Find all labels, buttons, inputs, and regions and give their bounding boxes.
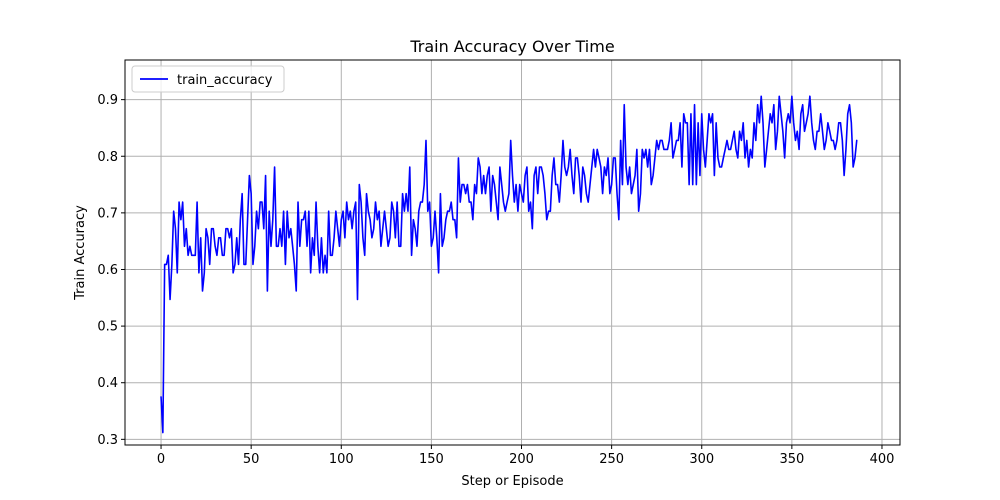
y-axis-label: Train Accuracy [73,205,88,301]
x-tick-label: 150 [419,452,444,467]
series-layer [160,95,858,434]
x-tick-label: 0 [157,452,165,467]
x-tick-label: 300 [689,452,714,467]
plot-frame [124,59,901,446]
series-line-train-accuracy [160,95,858,434]
x-tick-label: 400 [870,452,895,467]
y-tick-label: 0.4 [97,376,118,391]
x-tick-label: 250 [599,452,624,467]
axis-ticks: 0 50 100 150 200 250 300 350 400 0.3 0.4 0.5 0.6 0.7 0… [97,93,894,467]
legend: train_accuracy [131,65,285,93]
chart-title: Train Accuracy Over Time [409,37,614,56]
y-tick-label: 0.6 [97,263,118,278]
legend-box [131,65,285,93]
y-tick-label: 0.9 [97,93,118,108]
y-tick-label: 0.8 [97,150,118,165]
x-tick-label: 100 [329,452,354,467]
x-tick-label: 200 [509,452,534,467]
y-tick-label: 0.5 [97,320,118,335]
x-axis-label: Step or Episode [461,474,563,489]
legend-entry-train-accuracy: train_accuracy [177,73,273,88]
x-tick-label: 350 [779,452,804,467]
grid [125,60,900,445]
y-tick-label: 0.7 [97,206,118,221]
x-tick-label: 50 [243,452,260,467]
y-tick-label: 0.3 [97,433,118,448]
